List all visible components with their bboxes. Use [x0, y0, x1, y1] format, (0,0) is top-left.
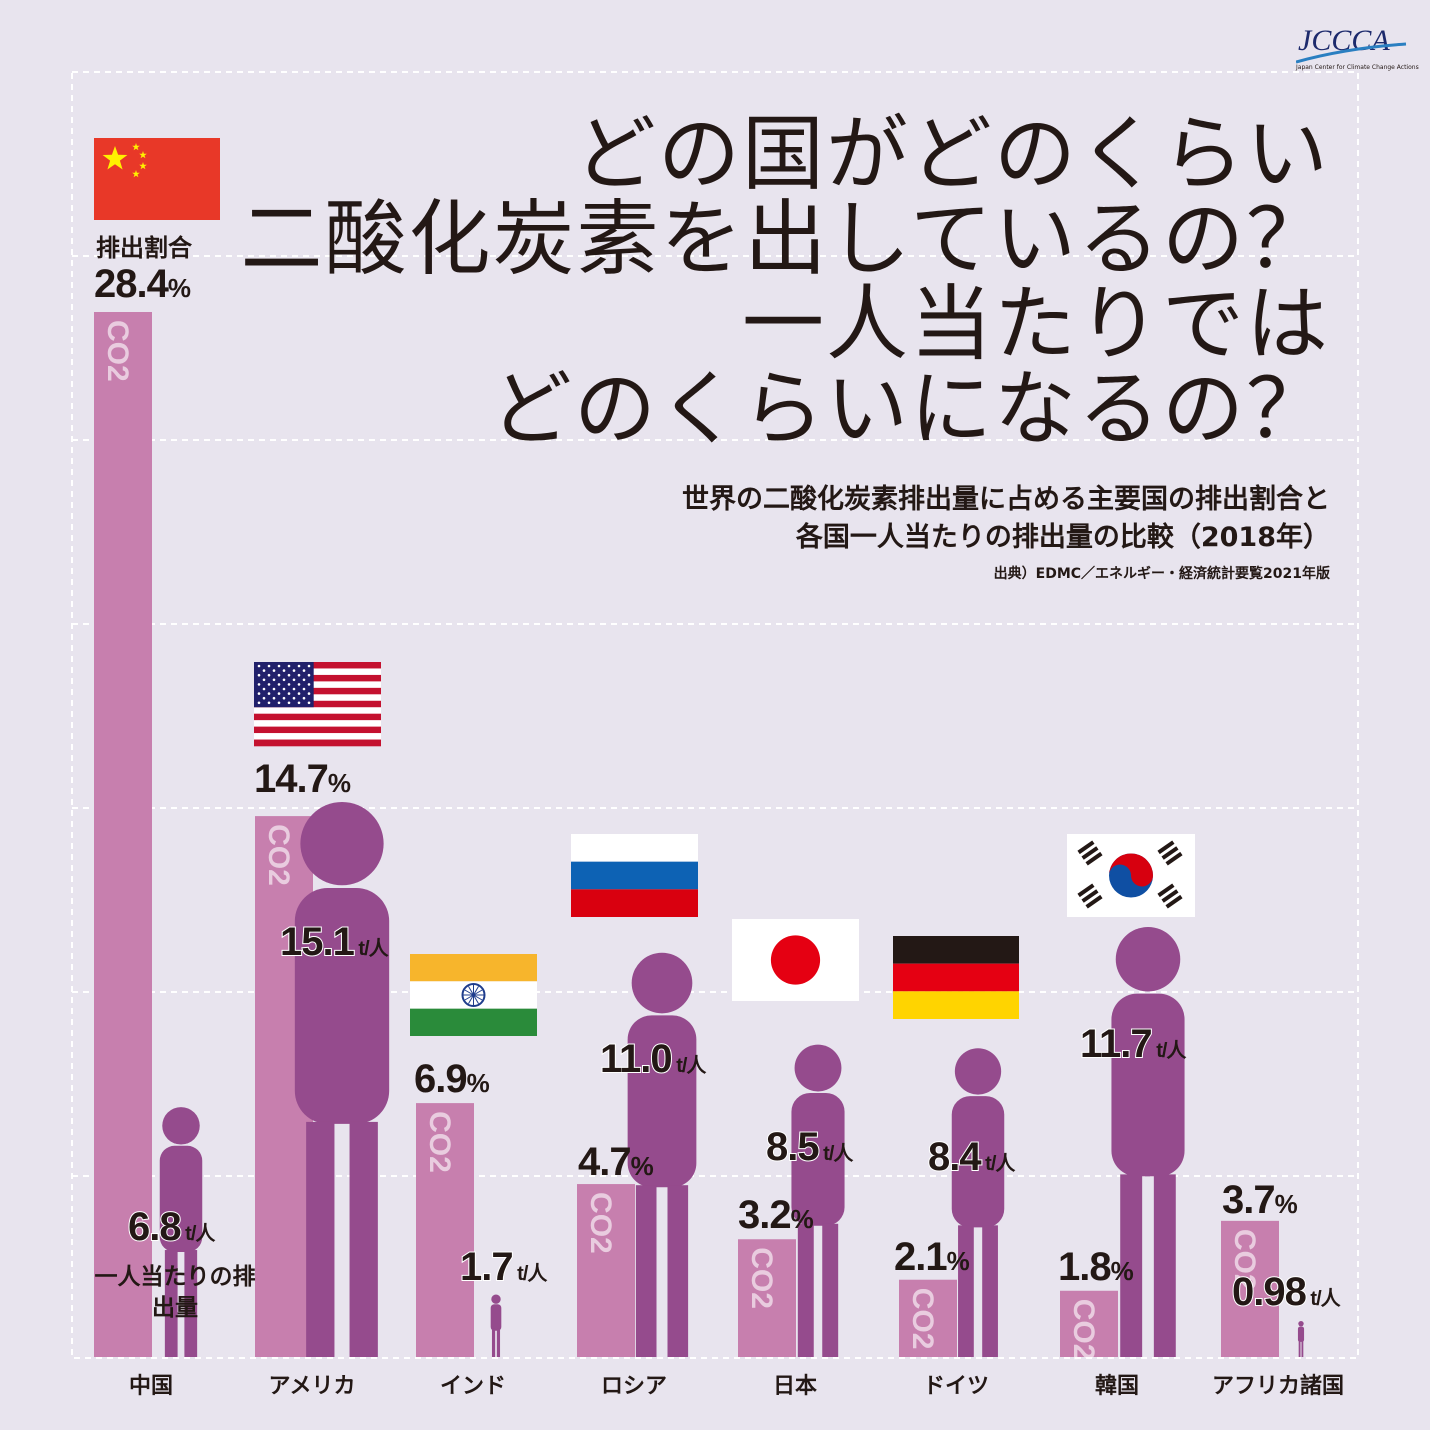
person-leg-left [958, 1225, 974, 1357]
title-line-4: どのくらいになるの？ [489, 362, 1330, 457]
co2-bar-mark: CO2 [745, 1247, 778, 1309]
person-head [162, 1107, 200, 1145]
subtitle-line-2: 各国一人当たりの排出量の比較（2018年） [795, 522, 1330, 553]
percapita-value-label: 11.7 t/人 [1079, 1021, 1186, 1067]
share-bar [1060, 1290, 1118, 1357]
germany-flag [893, 936, 1019, 1019]
percapita-value-label: 11.0 t/人 [599, 1036, 706, 1082]
share-bar [577, 1184, 635, 1357]
share-bar [416, 1103, 474, 1357]
person-leg-left [306, 1121, 335, 1357]
share-bar [1221, 1220, 1279, 1357]
person-body [1297, 1326, 1305, 1342]
percapita-value-label: 0.98 t/人 [1231, 1269, 1341, 1315]
person-leg-right [822, 1223, 839, 1357]
co2-bar-mark: CO2 [1067, 1299, 1100, 1361]
title-line-1: どの国がどのくらい [573, 107, 1330, 202]
title-line-3: 一人当たりでは [741, 277, 1330, 372]
category-label: 中国 [128, 1374, 173, 1399]
person-leg-left [164, 1250, 178, 1357]
person-head [491, 1294, 501, 1304]
usa-flag [254, 662, 381, 747]
person-leg-right [1301, 1339, 1304, 1357]
person-leg-left [1120, 1174, 1143, 1357]
person-body [294, 888, 390, 1124]
subtitle-line-1: 世界の二酸化炭素排出量に占める主要国の排出割合と [682, 484, 1330, 515]
percapita-value-label: 8.5 t/人 [765, 1124, 853, 1170]
category-label: アフリカ諸国 [1211, 1374, 1344, 1399]
person-leg-right [496, 1328, 501, 1357]
percapita-value-label: 8.4 t/人 [927, 1134, 1015, 1180]
co2-bar-mark: CO2 [262, 824, 295, 886]
percapita-caption: 一人当たりの排出量 [80, 1262, 270, 1324]
share-value-label: 3.7% [1222, 1178, 1298, 1222]
person-leg-left [1298, 1339, 1301, 1357]
person-leg-right [349, 1121, 378, 1357]
person-leg-right [667, 1185, 689, 1357]
person-body [159, 1145, 203, 1253]
co2-bar-mark: CO2 [906, 1288, 939, 1350]
person-head [954, 1048, 1002, 1095]
co2-bar-mark: CO2 [1228, 1229, 1261, 1291]
share-bar [899, 1279, 957, 1357]
person-head [300, 802, 384, 886]
russia-flag [571, 834, 698, 917]
person-leg-left [797, 1223, 814, 1357]
share-value-label: 6.9% [414, 1057, 490, 1101]
logo-caption: Japan Center for Climate Change Actions [1296, 64, 1419, 71]
share-value-label: 2.1% [894, 1235, 970, 1279]
share-bar [94, 312, 152, 1357]
category-label: ロシア [600, 1374, 667, 1399]
person-leg-right [982, 1225, 998, 1357]
person-head [1298, 1320, 1304, 1327]
chart-frame [71, 71, 1359, 1359]
person-leg-left [491, 1328, 496, 1357]
person-body [490, 1304, 502, 1331]
co2-bar-mark: CO2 [423, 1111, 456, 1173]
share-value-label: 1.8% [1058, 1245, 1134, 1289]
japan-flag [732, 919, 859, 1001]
person-head [631, 952, 693, 1014]
person-head [1115, 926, 1181, 992]
category-label: インド [439, 1374, 506, 1399]
person-leg-right [1153, 1174, 1176, 1357]
korea-flag [1067, 834, 1195, 917]
share-value-label: 4.7% [578, 1140, 654, 1184]
source-note: 出典）EDMC／エネルギー・経済統計要覧2021年版 [993, 566, 1330, 582]
co2-bar-mark: CO2 [101, 320, 134, 382]
category-label: 韓国 [1094, 1374, 1139, 1399]
percapita-value-label: 15.1 t/人 [279, 919, 389, 965]
share-label: 排出割合 [96, 234, 192, 262]
person-head [794, 1044, 842, 1092]
jccca-logo: JCCCA [1296, 24, 1407, 64]
share-bar [738, 1239, 796, 1357]
category-label: アメリカ [268, 1374, 356, 1399]
person-body [627, 1015, 697, 1188]
share-value-label: 3.2% [738, 1193, 814, 1237]
share-value-label: 28.4% [94, 262, 191, 306]
person-leg-left [635, 1185, 657, 1357]
person-body [791, 1093, 845, 1226]
percapita-caption-text: 一人当たりの排出量 [94, 1264, 256, 1321]
percapita-value-label: 1.7 t/人 [459, 1244, 547, 1290]
category-label: ドイツ [922, 1374, 989, 1399]
india-flag [410, 954, 537, 1036]
title-line-2: 二酸化炭素を出しているの？ [240, 192, 1330, 287]
share-value-label: 14.7% [254, 757, 351, 801]
person-body [1111, 993, 1185, 1177]
percapita-value-label: 6.8 t/人 [127, 1204, 215, 1250]
category-label: 日本 [772, 1374, 817, 1399]
china-flag [94, 138, 220, 220]
person-leg-right [184, 1250, 198, 1357]
person-body [951, 1096, 1005, 1228]
co2-bar-mark: CO2 [584, 1192, 617, 1254]
